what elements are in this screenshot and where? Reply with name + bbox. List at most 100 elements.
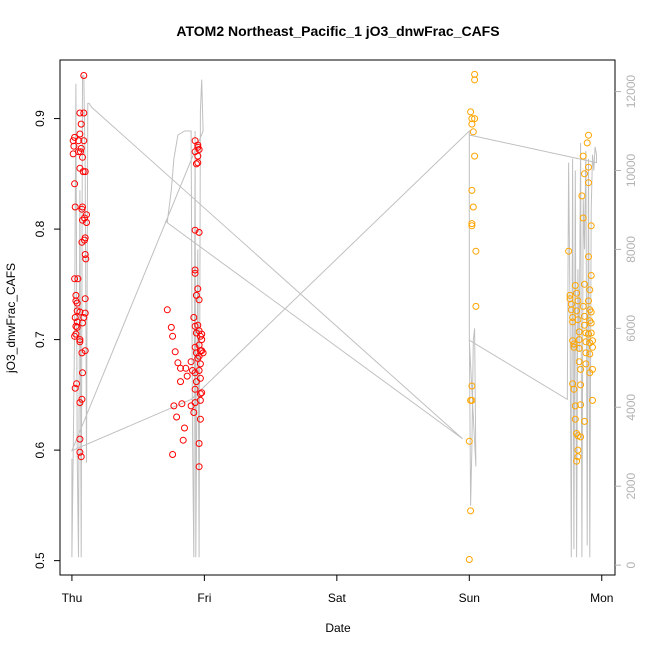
data-point-series-2 xyxy=(581,170,588,178)
data-point-series-1 xyxy=(191,266,199,274)
data-point-series-2 xyxy=(575,344,583,352)
data-point-series-2 xyxy=(575,336,583,344)
data-point-series-1 xyxy=(196,360,204,368)
data-point-series-2 xyxy=(468,382,476,390)
data-point-series-1 xyxy=(76,308,84,316)
data-point-series-1 xyxy=(80,109,88,117)
data-point-series-2 xyxy=(587,329,595,337)
data-point-series-1 xyxy=(170,402,178,410)
data-point-series-2 xyxy=(582,360,590,368)
data-point-series-2 xyxy=(581,312,588,320)
data-point-series-1 xyxy=(76,435,84,443)
data-point-series-1 xyxy=(196,415,204,423)
data-point-series-1 xyxy=(196,374,204,382)
data-point-series-2 xyxy=(567,306,575,314)
data-point-series-2 xyxy=(468,220,476,228)
data-point-series-1 xyxy=(81,295,89,303)
data-point-series-1 xyxy=(177,364,184,372)
data-point-series-2 xyxy=(573,307,581,315)
data-point-series-1 xyxy=(76,130,84,138)
x-tick-label: Sat xyxy=(328,591,347,605)
data-point-series-2 xyxy=(575,328,583,336)
data-point-series-1 xyxy=(194,159,202,167)
data-point-series-1 xyxy=(171,348,179,356)
data-point-series-2 xyxy=(573,457,581,465)
data-point-series-1 xyxy=(195,367,203,374)
data-point-series-1 xyxy=(76,338,84,346)
data-point-series-2 xyxy=(570,385,578,393)
data-point-series-2 xyxy=(579,152,587,160)
chart-title: ATOM2 Northeast_Pacific_1 jO3_dnwFrac_CA… xyxy=(176,23,499,39)
data-point-series-2 xyxy=(587,272,595,279)
data-point-series-2 xyxy=(581,280,588,288)
data-point-series-1 xyxy=(80,72,88,79)
data-point-series-1 xyxy=(76,448,84,456)
data-point-series-2 xyxy=(469,128,477,136)
data-point-series-2 xyxy=(581,321,588,329)
data-point-series-1 xyxy=(181,424,188,432)
data-point-series-1 xyxy=(173,413,181,421)
data-point-series-1 xyxy=(190,314,198,321)
data-point-series-1 xyxy=(71,180,79,188)
data-point-series-1 xyxy=(163,306,171,314)
data-point-series-1 xyxy=(174,359,182,367)
data-point-series-2 xyxy=(566,291,574,299)
data-point-series-1 xyxy=(73,380,81,388)
data-point-series-1 xyxy=(71,384,79,392)
data-point-series-1 xyxy=(194,141,202,149)
data-point-series-2 xyxy=(589,337,596,345)
data-point-series-1 xyxy=(77,120,85,128)
data-point-series-1 xyxy=(71,332,79,340)
data-point-series-2 xyxy=(585,253,592,261)
data-point-series-2 xyxy=(579,302,587,310)
data-point-series-2 xyxy=(582,349,590,357)
data-point-series-2 xyxy=(586,350,594,358)
data-point-series-2 xyxy=(577,365,585,373)
data-point-series-1 xyxy=(74,275,82,283)
data-point-series-2 xyxy=(569,337,577,345)
data-point-series-2 xyxy=(585,297,592,305)
data-point-series-2 xyxy=(589,343,596,351)
y-right-tick-label: 4000 xyxy=(624,394,638,421)
data-point-series-2 xyxy=(585,131,592,139)
y-axis-left: 0.5 0.6 0.7 0.8 0.9 xyxy=(33,110,60,569)
data-point-series-1 xyxy=(169,451,177,458)
data-point-series-1 xyxy=(81,309,89,317)
data-point-series-1 xyxy=(83,211,90,219)
data-point-series-2 xyxy=(467,507,475,515)
data-point-series-1 xyxy=(70,142,78,150)
data-point-series-1 xyxy=(195,440,203,447)
y-right-tick-label: 6000 xyxy=(624,315,638,342)
data-point-series-2 xyxy=(469,203,477,211)
x-tick-label: Mon xyxy=(590,591,613,605)
data-point-series-2 xyxy=(570,343,578,351)
data-point-series-2 xyxy=(587,319,595,327)
data-point-series-2 xyxy=(577,401,585,409)
data-point-series-1 xyxy=(195,463,203,471)
data-point-series-2 xyxy=(577,433,585,441)
data-point-series-2 xyxy=(571,415,579,423)
data-point-series-1 xyxy=(81,347,89,355)
data-point-series-2 xyxy=(565,247,573,255)
data-point-series-1 xyxy=(196,390,204,398)
data-point-series-1 xyxy=(80,314,88,321)
data-point-series-2 xyxy=(472,247,480,255)
x-axis-label: Date xyxy=(325,621,351,635)
data-point-series-1 xyxy=(73,299,81,307)
data-point-series-2 xyxy=(571,282,579,289)
data-point-series-1 xyxy=(182,364,190,372)
data-point-series-2 xyxy=(571,402,579,410)
data-point-series-1 xyxy=(81,251,89,258)
y-right-tick-label: 0 xyxy=(624,561,638,568)
data-point-series-2 xyxy=(586,286,594,294)
data-point-series-1 xyxy=(77,144,85,152)
data-point-series-1 xyxy=(79,369,86,377)
data-point-series-1 xyxy=(71,275,79,283)
data-point-series-1 xyxy=(195,296,203,304)
data-point-series-1 xyxy=(73,323,81,331)
y-tick-label: 0.7 xyxy=(33,331,47,348)
data-point-series-2 xyxy=(465,437,473,445)
data-point-series-2 xyxy=(585,163,592,171)
data-point-series-2 xyxy=(468,120,476,128)
